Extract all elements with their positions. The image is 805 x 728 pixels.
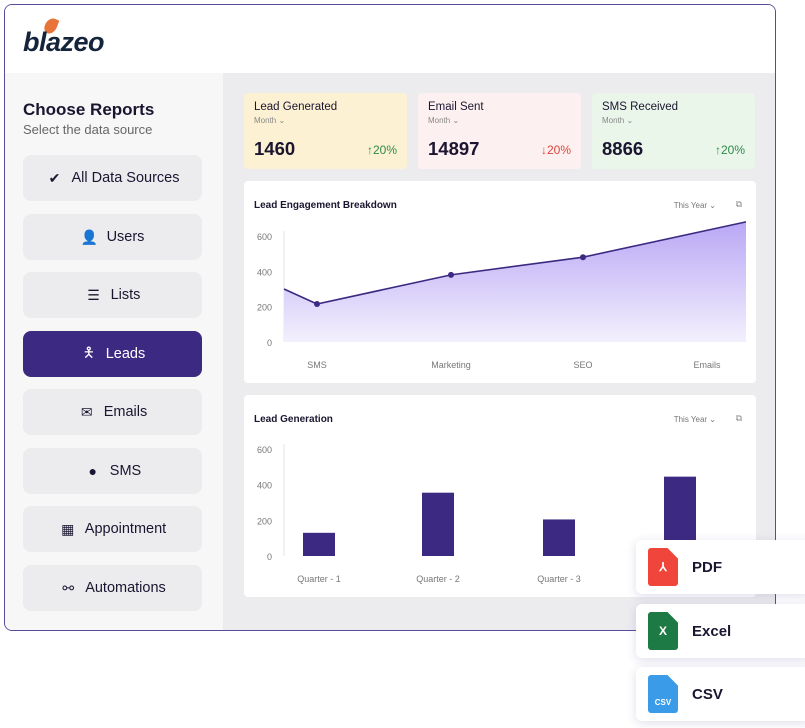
kpi-lead-generated: Lead Generated Month ⌄ 1460 ↑20% bbox=[244, 93, 407, 169]
arrow-up-icon: ↑ bbox=[366, 143, 373, 157]
x-tick-label: SMS bbox=[307, 360, 327, 370]
sidebar-item-appointment[interactable]: ▦ Appointment bbox=[23, 506, 202, 552]
x-tick-label: Quarter - 3 bbox=[537, 574, 581, 584]
y-tick-label: 200 bbox=[257, 516, 272, 526]
period-dropdown[interactable]: Month ⌄ bbox=[428, 116, 460, 125]
app-window: blazeo Choose Reports Select the data so… bbox=[4, 4, 776, 631]
sidebar-subtitle: Select the data source bbox=[23, 122, 153, 137]
list-icon: ☰ bbox=[87, 286, 100, 303]
lead-engagement-card: Lead Engagement Breakdown This Year ⌄ ⧉ … bbox=[244, 181, 756, 383]
kpi-change: ↑20% bbox=[366, 143, 397, 157]
sidebar-item-sms[interactable]: ● SMS bbox=[23, 448, 202, 494]
pdf-file-icon: ⅄ bbox=[648, 548, 678, 586]
bar bbox=[303, 532, 335, 556]
sidebar-item-label: Emails bbox=[103, 404, 148, 420]
kpi-title: Email Sent bbox=[428, 101, 484, 113]
y-tick-label: 0 bbox=[267, 552, 272, 562]
x-tick-label: Emails bbox=[693, 360, 721, 370]
double-check-icon: ✔ bbox=[48, 169, 61, 186]
calendar-icon: ▦ bbox=[61, 520, 75, 537]
sidebar-title: Choose Reports bbox=[23, 100, 155, 119]
y-tick-label: 200 bbox=[257, 303, 272, 313]
kpi-title: Lead Generated bbox=[254, 101, 338, 113]
export-pdf-button[interactable]: ⅄ PDF bbox=[636, 540, 805, 594]
sms-bubble-icon: ● bbox=[88, 463, 98, 479]
csv-file-icon: CSV bbox=[648, 675, 678, 713]
kpi-value: 1460 bbox=[254, 138, 296, 159]
sidebar: Choose Reports Select the data source ✔ A… bbox=[5, 73, 223, 630]
area-chart: 0 200 400 600 SMS Marketing SEO Emails bbox=[257, 221, 747, 370]
year-filter-dropdown[interactable]: This Year ⌄ bbox=[673, 201, 716, 210]
x-tick-label: Quarter - 2 bbox=[416, 574, 460, 584]
data-point bbox=[580, 254, 586, 261]
kpi-value: 14897 bbox=[428, 138, 480, 159]
main-content: Lead Generated Month ⌄ 1460 ↑20% Email S… bbox=[223, 73, 775, 630]
sidebar-item-leads[interactable]: 🯅 Leads bbox=[23, 331, 202, 377]
kpi-change: ↑20% bbox=[714, 143, 745, 157]
kpi-value: 8866 bbox=[602, 138, 644, 159]
sidebar-item-label: SMS bbox=[109, 463, 142, 479]
kpi-sms-received: SMS Received Month ⌄ 8866 ↑20% bbox=[592, 93, 755, 169]
x-tick-label: Quarter - 1 bbox=[297, 574, 341, 584]
data-point bbox=[314, 301, 320, 308]
excel-file-icon: X bbox=[648, 612, 678, 650]
envelope-icon: ✉ bbox=[80, 403, 93, 420]
area-fill bbox=[284, 221, 746, 342]
chart-title: Lead Generation bbox=[254, 414, 333, 425]
arrow-up-icon: ↑ bbox=[714, 143, 721, 157]
y-tick-label: 0 bbox=[267, 338, 272, 348]
chart-title: Lead Engagement Breakdown bbox=[254, 200, 397, 211]
year-filter-dropdown[interactable]: This Year ⌄ bbox=[673, 415, 716, 424]
y-tick-label: 400 bbox=[257, 267, 272, 277]
kpi-title: SMS Received bbox=[602, 101, 679, 113]
sidebar-item-label: Leads bbox=[105, 346, 146, 362]
export-excel-button[interactable]: X Excel bbox=[636, 604, 805, 658]
header: blazeo bbox=[5, 5, 775, 73]
data-point bbox=[448, 271, 454, 278]
export-csv-button[interactable]: CSV CSV bbox=[636, 667, 805, 721]
x-tick-label: Marketing bbox=[431, 360, 471, 370]
sidebar-item-automations[interactable]: ⚯ Automations bbox=[23, 565, 202, 611]
arrow-down-icon: ↓ bbox=[540, 143, 547, 157]
period-dropdown[interactable]: Month ⌄ bbox=[254, 116, 286, 125]
lead-person-icon: 🯅 bbox=[82, 344, 95, 360]
kpi-change: ↓20% bbox=[540, 143, 571, 157]
sidebar-item-label: Appointment bbox=[84, 521, 167, 537]
sidebar-item-lists[interactable]: ☰ Lists bbox=[23, 272, 202, 318]
period-dropdown[interactable]: Month ⌄ bbox=[602, 116, 634, 125]
kpi-email-sent: Email Sent Month ⌄ 14897 ↓20% bbox=[418, 93, 581, 169]
user-icon: 👤 bbox=[80, 228, 99, 245]
x-tick-label: SEO bbox=[573, 360, 592, 370]
sidebar-item-users[interactable]: 👤 Users bbox=[23, 214, 202, 260]
bar bbox=[422, 492, 454, 556]
sidebar-item-label: Lists bbox=[110, 287, 141, 303]
sidebar-item-emails[interactable]: ✉ Emails bbox=[23, 389, 202, 435]
y-tick-label: 600 bbox=[257, 445, 272, 455]
external-link-icon[interactable]: ⧉ bbox=[735, 413, 742, 423]
logo: blazeo bbox=[23, 27, 105, 57]
y-tick-label: 600 bbox=[257, 232, 272, 242]
automation-icon: ⚯ bbox=[62, 579, 75, 596]
y-tick-label: 400 bbox=[257, 481, 272, 491]
sidebar-item-label: All Data Sources bbox=[71, 170, 180, 186]
sidebar-item-label: Automations bbox=[85, 580, 166, 596]
sidebar-item-all-data-sources[interactable]: ✔ All Data Sources bbox=[23, 155, 202, 201]
sidebar-item-label: Users bbox=[106, 229, 145, 245]
bar bbox=[543, 519, 575, 556]
external-link-icon[interactable]: ⧉ bbox=[735, 199, 742, 209]
